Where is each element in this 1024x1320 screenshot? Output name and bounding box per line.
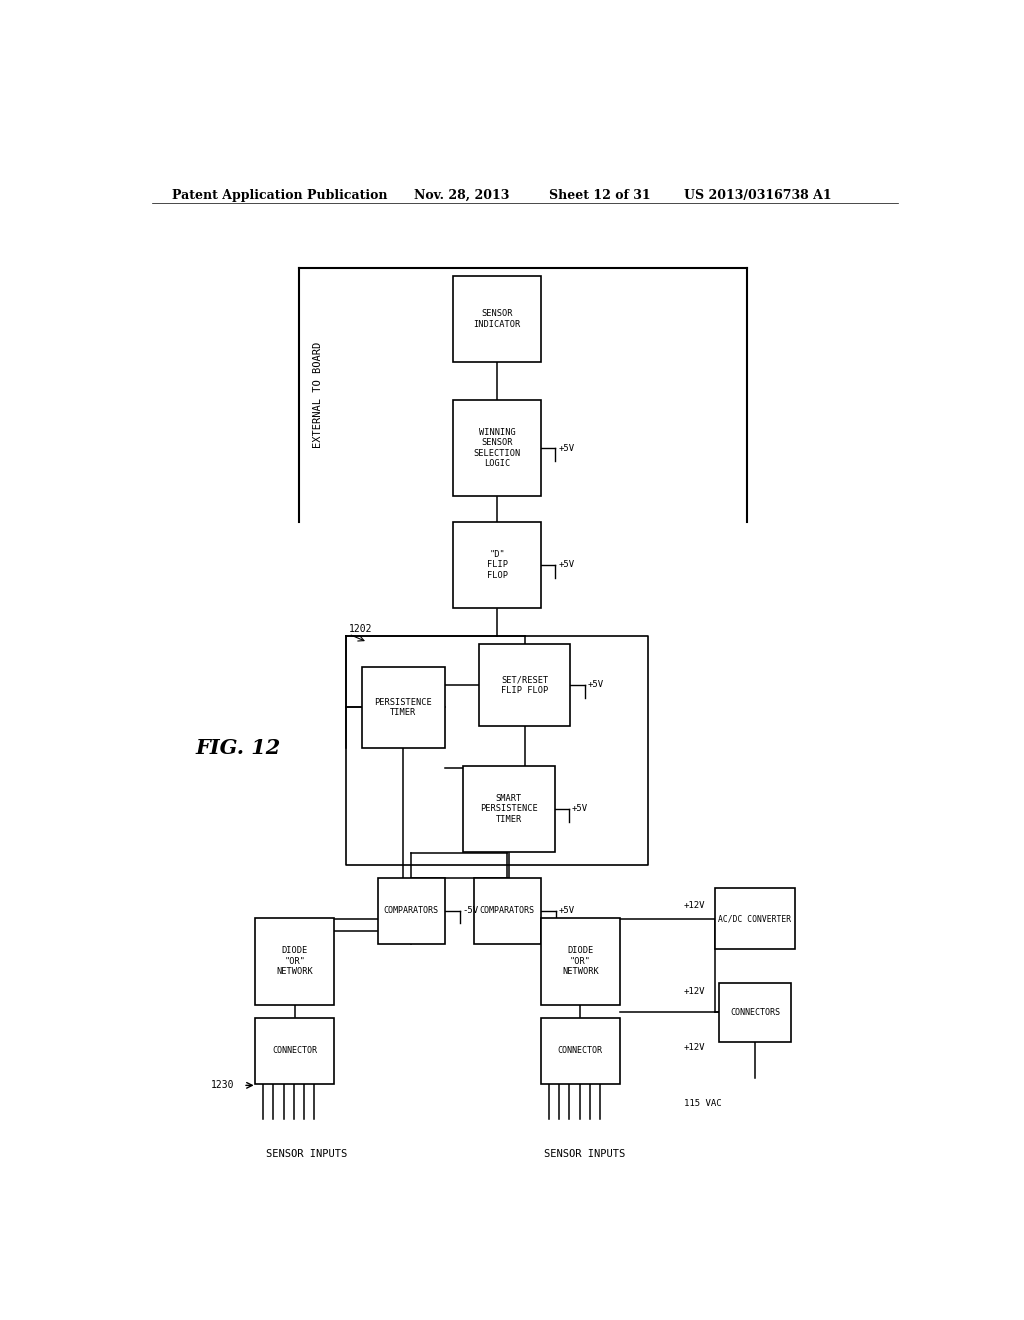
- Bar: [454, 276, 541, 362]
- Bar: [454, 400, 541, 496]
- Text: "D"
FLIP
FLOP: "D" FLIP FLOP: [486, 550, 508, 579]
- Bar: [255, 919, 334, 1005]
- Text: +5V: +5V: [558, 444, 574, 453]
- Bar: [541, 1018, 620, 1084]
- Bar: [479, 644, 570, 726]
- Text: DIODE
"OR"
NETWORK: DIODE "OR" NETWORK: [276, 946, 313, 977]
- Text: 1230: 1230: [211, 1080, 234, 1090]
- Text: WINNING
SENSOR
SELECTION
LOGIC: WINNING SENSOR SELECTION LOGIC: [473, 428, 520, 469]
- Text: FIG. 12: FIG. 12: [196, 738, 281, 758]
- Text: AC/DC CONVERTER: AC/DC CONVERTER: [719, 915, 792, 923]
- Text: CONNECTOR: CONNECTOR: [272, 1047, 317, 1055]
- Text: +5V: +5V: [558, 561, 574, 569]
- Text: 1202: 1202: [348, 624, 372, 634]
- Text: COMPARATORS: COMPARATORS: [480, 906, 535, 915]
- Text: CONNECTORS: CONNECTORS: [730, 1007, 780, 1016]
- Bar: [474, 878, 541, 944]
- Bar: [255, 1018, 334, 1084]
- Text: CONNECTOR: CONNECTOR: [558, 1047, 603, 1055]
- Bar: [715, 888, 795, 949]
- Text: SENSOR INPUTS: SENSOR INPUTS: [544, 1150, 625, 1159]
- Text: +12V: +12V: [684, 1043, 705, 1052]
- Text: COMPARATORS: COMPARATORS: [384, 906, 439, 915]
- Text: +5V: +5V: [588, 680, 604, 689]
- Bar: [361, 667, 445, 748]
- Text: +5V: +5V: [572, 804, 588, 813]
- Bar: [719, 982, 791, 1041]
- Text: DIODE
"OR"
NETWORK: DIODE "OR" NETWORK: [562, 946, 599, 977]
- Text: 115 VAC: 115 VAC: [684, 1100, 721, 1109]
- Text: Nov. 28, 2013: Nov. 28, 2013: [414, 189, 509, 202]
- Text: SENSOR INPUTS: SENSOR INPUTS: [266, 1150, 347, 1159]
- Text: EXTERNAL TO BOARD: EXTERNAL TO BOARD: [313, 342, 324, 449]
- Text: US 2013/0316738 A1: US 2013/0316738 A1: [684, 189, 831, 202]
- Text: PERSISTENCE
TIMER: PERSISTENCE TIMER: [375, 697, 432, 717]
- Text: -5V: -5V: [463, 906, 479, 915]
- Text: SMART
PERSISTENCE
TIMER: SMART PERSISTENCE TIMER: [480, 795, 538, 824]
- Bar: [541, 919, 620, 1005]
- Text: SENSOR
INDICATOR: SENSOR INDICATOR: [473, 309, 520, 329]
- Bar: [463, 766, 555, 853]
- Bar: [454, 521, 541, 609]
- Text: Sheet 12 of 31: Sheet 12 of 31: [549, 189, 650, 202]
- Text: +12V: +12V: [684, 902, 705, 909]
- Text: SET/RESET
FLIP FLOP: SET/RESET FLIP FLOP: [501, 676, 549, 694]
- Text: Patent Application Publication: Patent Application Publication: [172, 189, 387, 202]
- Text: +12V: +12V: [684, 987, 705, 997]
- Text: +5V: +5V: [559, 906, 575, 915]
- Bar: [378, 878, 445, 944]
